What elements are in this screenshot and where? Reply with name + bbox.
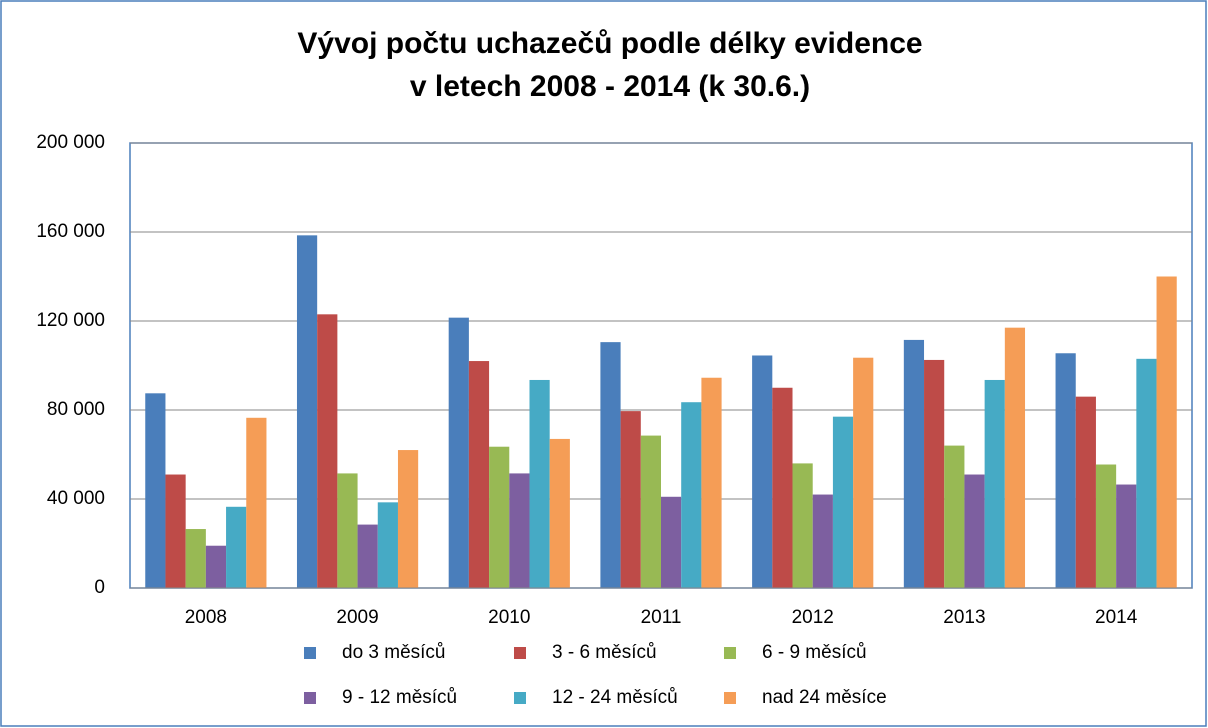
y-tick-label: 0: [94, 577, 105, 598]
y-tick-label: 200 000: [36, 132, 105, 153]
x-tick-label: 2009: [336, 607, 378, 628]
legend-label: 12 - 24 měsíců: [552, 687, 678, 708]
bar: [397, 450, 419, 588]
bar: [640, 435, 661, 588]
bar: [357, 524, 378, 588]
legend-swatch: [724, 647, 736, 659]
legend-label: do 3 měsíců: [342, 642, 446, 663]
bar: [752, 355, 773, 588]
legend-label: 3 - 6 měsíců: [552, 642, 657, 663]
bar: [185, 529, 206, 588]
legend-swatch: [514, 692, 526, 704]
bar: [661, 496, 682, 588]
bar: [1004, 327, 1026, 588]
x-tick-label: 2011: [641, 607, 682, 628]
bar: [468, 361, 490, 588]
bar: [246, 417, 267, 588]
chart-title: Vývoj počtu uchazečů podle délky evidenc…: [297, 27, 922, 60]
bar: [1136, 358, 1157, 588]
bar: [812, 494, 833, 588]
y-tick-label: 160 000: [36, 221, 105, 242]
legend-label: nad 24 měsíce: [762, 687, 887, 708]
bar: [317, 314, 338, 588]
bar: [165, 474, 186, 588]
x-tick-label: 2010: [488, 607, 530, 628]
x-tick-label: 2012: [792, 607, 834, 628]
bar: [1095, 464, 1117, 588]
x-tick-label: 2014: [1095, 607, 1138, 628]
bar: [226, 506, 247, 588]
bar: [772, 387, 793, 588]
bar: [1156, 276, 1177, 588]
bar: [600, 342, 621, 588]
y-tick-label: 80 000: [47, 399, 105, 420]
bar: [984, 379, 1005, 588]
bar: [145, 393, 166, 588]
bar: [509, 473, 530, 588]
bar: [337, 473, 358, 588]
bar: [489, 446, 510, 588]
bar: [620, 411, 641, 588]
bar: [529, 379, 550, 588]
bar: [296, 235, 318, 588]
bar: [853, 357, 874, 588]
bar: [924, 359, 945, 588]
bar: [1055, 353, 1076, 588]
bar: [944, 445, 965, 588]
bar: [792, 463, 813, 588]
chart-subtitle: v letech 2008 - 2014 (k 30.6.): [410, 70, 810, 103]
bar: [964, 474, 985, 588]
legend-swatch: [304, 692, 316, 704]
legend-swatch: [724, 692, 736, 704]
legend-label: 9 - 12 měsíců: [342, 687, 457, 708]
bar: [205, 545, 227, 588]
bar: [832, 416, 854, 588]
legend-swatch: [304, 647, 316, 659]
y-tick-label: 40 000: [47, 488, 105, 509]
y-tick-label: 120 000: [36, 310, 105, 331]
bar: [1116, 484, 1137, 588]
bar: [549, 438, 570, 588]
legend-label: 6 - 9 měsíců: [762, 642, 867, 663]
bar: [681, 402, 702, 588]
x-tick-label: 2008: [185, 607, 227, 628]
bar: [903, 339, 925, 588]
bar: [1075, 396, 1096, 588]
bar: [701, 377, 722, 588]
x-tick-label: 2013: [943, 607, 985, 628]
legend-swatch: [514, 647, 526, 659]
bar: [448, 317, 469, 588]
bar: [377, 502, 398, 588]
